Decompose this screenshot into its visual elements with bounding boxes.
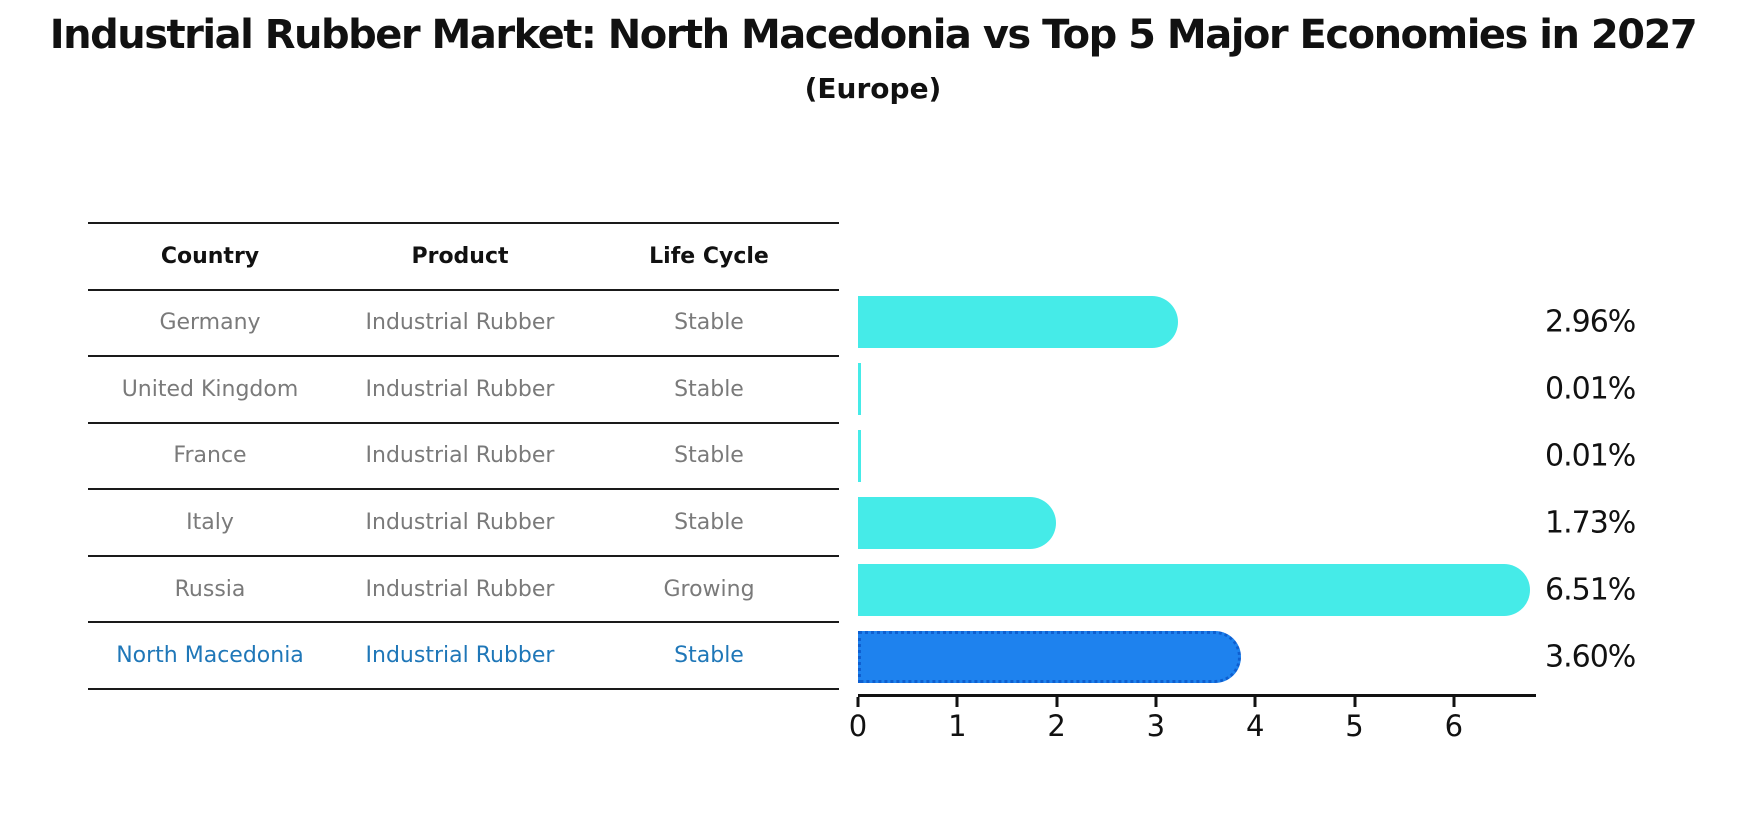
bar-italy <box>858 496 1056 549</box>
cell-life-cycle: Stable <box>674 443 744 469</box>
cell-country: Germany <box>159 310 261 336</box>
value-label: 2.96% <box>1545 304 1636 340</box>
x-axis-tick-label: 2 <box>1047 709 1066 743</box>
table-row: France Industrial Rubber Stable <box>88 421 839 489</box>
table-row: United Kingdom Industrial Rubber Stable <box>88 355 839 422</box>
table-row: Italy Industrial Rubber Stable <box>88 488 839 555</box>
bar-germany <box>858 296 1178 349</box>
cell-life-cycle: Stable <box>674 310 744 336</box>
cell-life-cycle: Stable <box>674 376 744 402</box>
x-axis-tick <box>955 697 959 707</box>
cell-product: Industrial Rubber <box>365 576 555 602</box>
cell-product: Industrial Rubber <box>365 510 555 536</box>
x-axis-tick <box>1353 697 1356 707</box>
bar-france <box>858 429 861 482</box>
cell-country: United Kingdom <box>121 376 299 402</box>
value-label: 6.51% <box>1545 572 1636 608</box>
x-axis-tick <box>1253 697 1257 707</box>
value-label: 0.01% <box>1545 371 1636 407</box>
x-axis-tick-label: 0 <box>848 709 868 743</box>
x-axis-tick <box>1055 697 1059 707</box>
bar-united-kingdom <box>858 363 861 416</box>
bar-north-macedonia <box>858 630 1242 683</box>
x-axis-tick-label: 4 <box>1245 709 1265 743</box>
x-axis-tick-label: 5 <box>1345 709 1364 743</box>
cell-product: Industrial Rubber <box>365 376 555 402</box>
x-axis-tick-label: 1 <box>948 709 967 743</box>
bar-russia <box>858 563 1531 616</box>
x-axis-tick <box>1154 697 1158 707</box>
value-label: 0.01% <box>1545 438 1636 474</box>
x-axis-tick <box>856 697 860 707</box>
table-row: Russia Industrial Rubber Growing <box>88 554 839 622</box>
cell-product: Industrial Rubber <box>365 443 555 469</box>
value-label: 3.60% <box>1545 639 1636 675</box>
header-cell-life-cycle: Life Cycle <box>649 243 769 269</box>
cell-life-cycle: Stable <box>674 510 744 536</box>
table-row: North Macedonia Industrial Rubber Stable <box>88 621 839 688</box>
header-cell-country: Country <box>160 243 260 269</box>
comparison-table: Country Product Life Cycle Germany Indus… <box>88 222 839 690</box>
cell-country: Italy <box>186 510 234 536</box>
header-cell-product: Product <box>411 243 509 269</box>
x-axis-tick-label: 3 <box>1146 709 1166 743</box>
cell-product: Industrial Rubber <box>365 643 555 669</box>
page-subtitle: (Europe) <box>804 72 942 105</box>
x-axis-tick <box>1452 697 1456 707</box>
cell-country: North Macedonia <box>116 643 304 669</box>
page-title: Industrial Rubber Market: North Macedoni… <box>49 12 1698 58</box>
table-row: Germany Industrial Rubber Stable <box>88 288 839 356</box>
cell-country: Russia <box>174 576 246 602</box>
cell-country: France <box>173 443 247 469</box>
value-label: 1.73% <box>1545 505 1636 541</box>
cell-product: Industrial Rubber <box>365 310 555 336</box>
x-axis-tick-label: 6 <box>1444 709 1464 743</box>
cell-life-cycle: Stable <box>674 643 744 669</box>
cell-life-cycle: Growing <box>663 576 755 602</box>
x-axis-line <box>858 694 1536 697</box>
table-header-row: Country Product Life Cycle <box>88 222 839 289</box>
